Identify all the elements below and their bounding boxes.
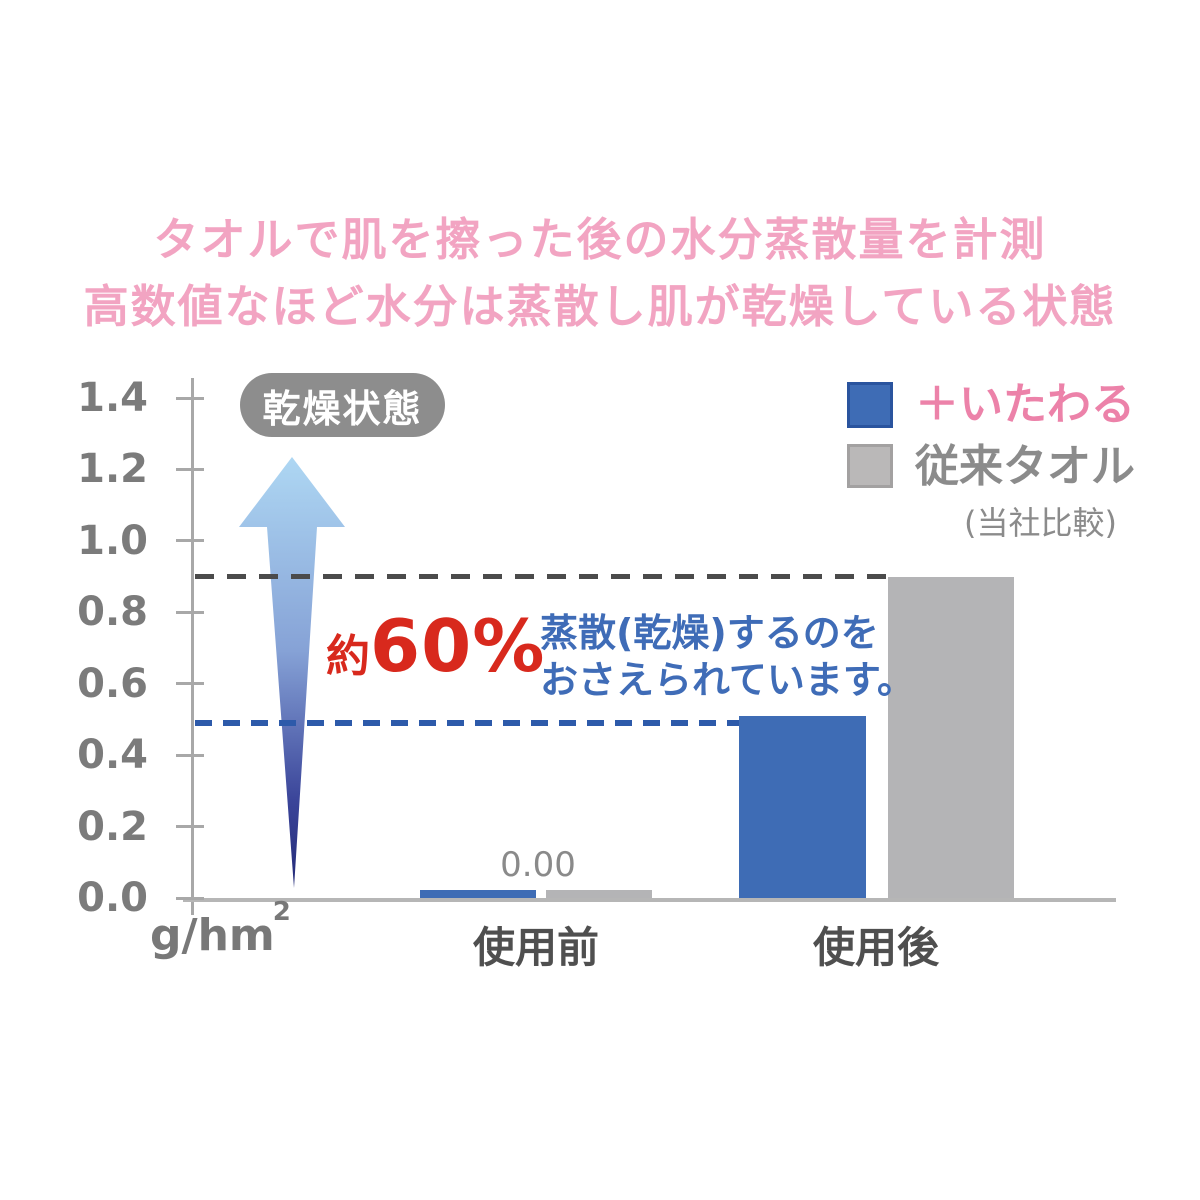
y-axis-tick (176, 825, 204, 829)
reduction-callout: 約 60% (326, 604, 545, 688)
reference-line-conventional (195, 574, 888, 580)
y-axis-tick-label: 1.2 (77, 446, 148, 493)
y-axis-tick-label: 0.8 (77, 589, 148, 636)
y-axis-line (191, 378, 194, 915)
bar-before-conventional (546, 890, 652, 898)
y-axis-tick (176, 682, 204, 686)
legend-swatch-itawaru (847, 382, 893, 428)
unit-superscript: 2 (272, 897, 291, 928)
legend-note-company-comparison: (当社比較) (964, 504, 1117, 542)
up-arrow-icon (239, 457, 345, 888)
y-axis-tick-label: 1.4 (77, 375, 148, 421)
suppression-description: 蒸散(乾燥)するのを おさえられています。 (540, 610, 915, 704)
suppression-description-line-1: 蒸散(乾燥)するのを (540, 611, 879, 655)
before-use-value-label: 0.00 (500, 845, 576, 885)
y-axis-tick (176, 539, 204, 543)
y-axis-tick (176, 753, 204, 757)
legend-label-itawaru: ＋いたわる (915, 379, 1135, 430)
x-axis-line (183, 898, 1116, 902)
reference-line-itawaru (195, 720, 739, 726)
reduction-percent-value: 60% (370, 604, 546, 688)
y-axis-tick-label: 0.2 (77, 803, 148, 850)
y-axis-tick-label: 1.0 (77, 517, 148, 564)
dry-state-badge-label: 乾燥状態 (262, 386, 423, 431)
dry-state-badge: 乾燥状態 (240, 373, 445, 437)
chart-title-line-1: タオルで肌を擦った後の水分蒸散量を計測 (153, 213, 1047, 266)
legend-swatch-conventional (847, 444, 893, 488)
y-axis-tick (176, 467, 204, 471)
bar-before-itawaru (420, 890, 536, 898)
x-label-before-use: 使用前 (472, 923, 599, 972)
y-axis-tick (176, 396, 204, 400)
y-axis-tick (176, 896, 204, 900)
y-axis-tick-label: 0.0 (77, 875, 148, 921)
y-axis-unit-label: g/hm2 (150, 897, 293, 961)
y-axis-tick-label: 0.6 (77, 660, 148, 707)
chart-title: タオルで肌を擦った後の水分蒸散量を計測 高数値なほど水分は蒸散し肌が乾燥している… (0, 206, 1200, 340)
legend-label-conventional: 従来タオル (915, 441, 1135, 492)
bar-after-conventional (888, 576, 1014, 898)
y-axis-tick (176, 610, 204, 614)
unit-base: g/hm (150, 910, 275, 961)
x-label-after-use: 使用後 (812, 923, 939, 972)
reduction-approx-label: 約 (326, 631, 370, 682)
bar-after-itawaru (739, 715, 866, 898)
suppression-description-line-2: おさえられています。 (540, 658, 916, 702)
chart-title-line-2: 高数値なほど水分は蒸散し肌が乾燥している状態 (83, 280, 1117, 333)
y-axis-tick-label: 0.4 (77, 732, 148, 779)
